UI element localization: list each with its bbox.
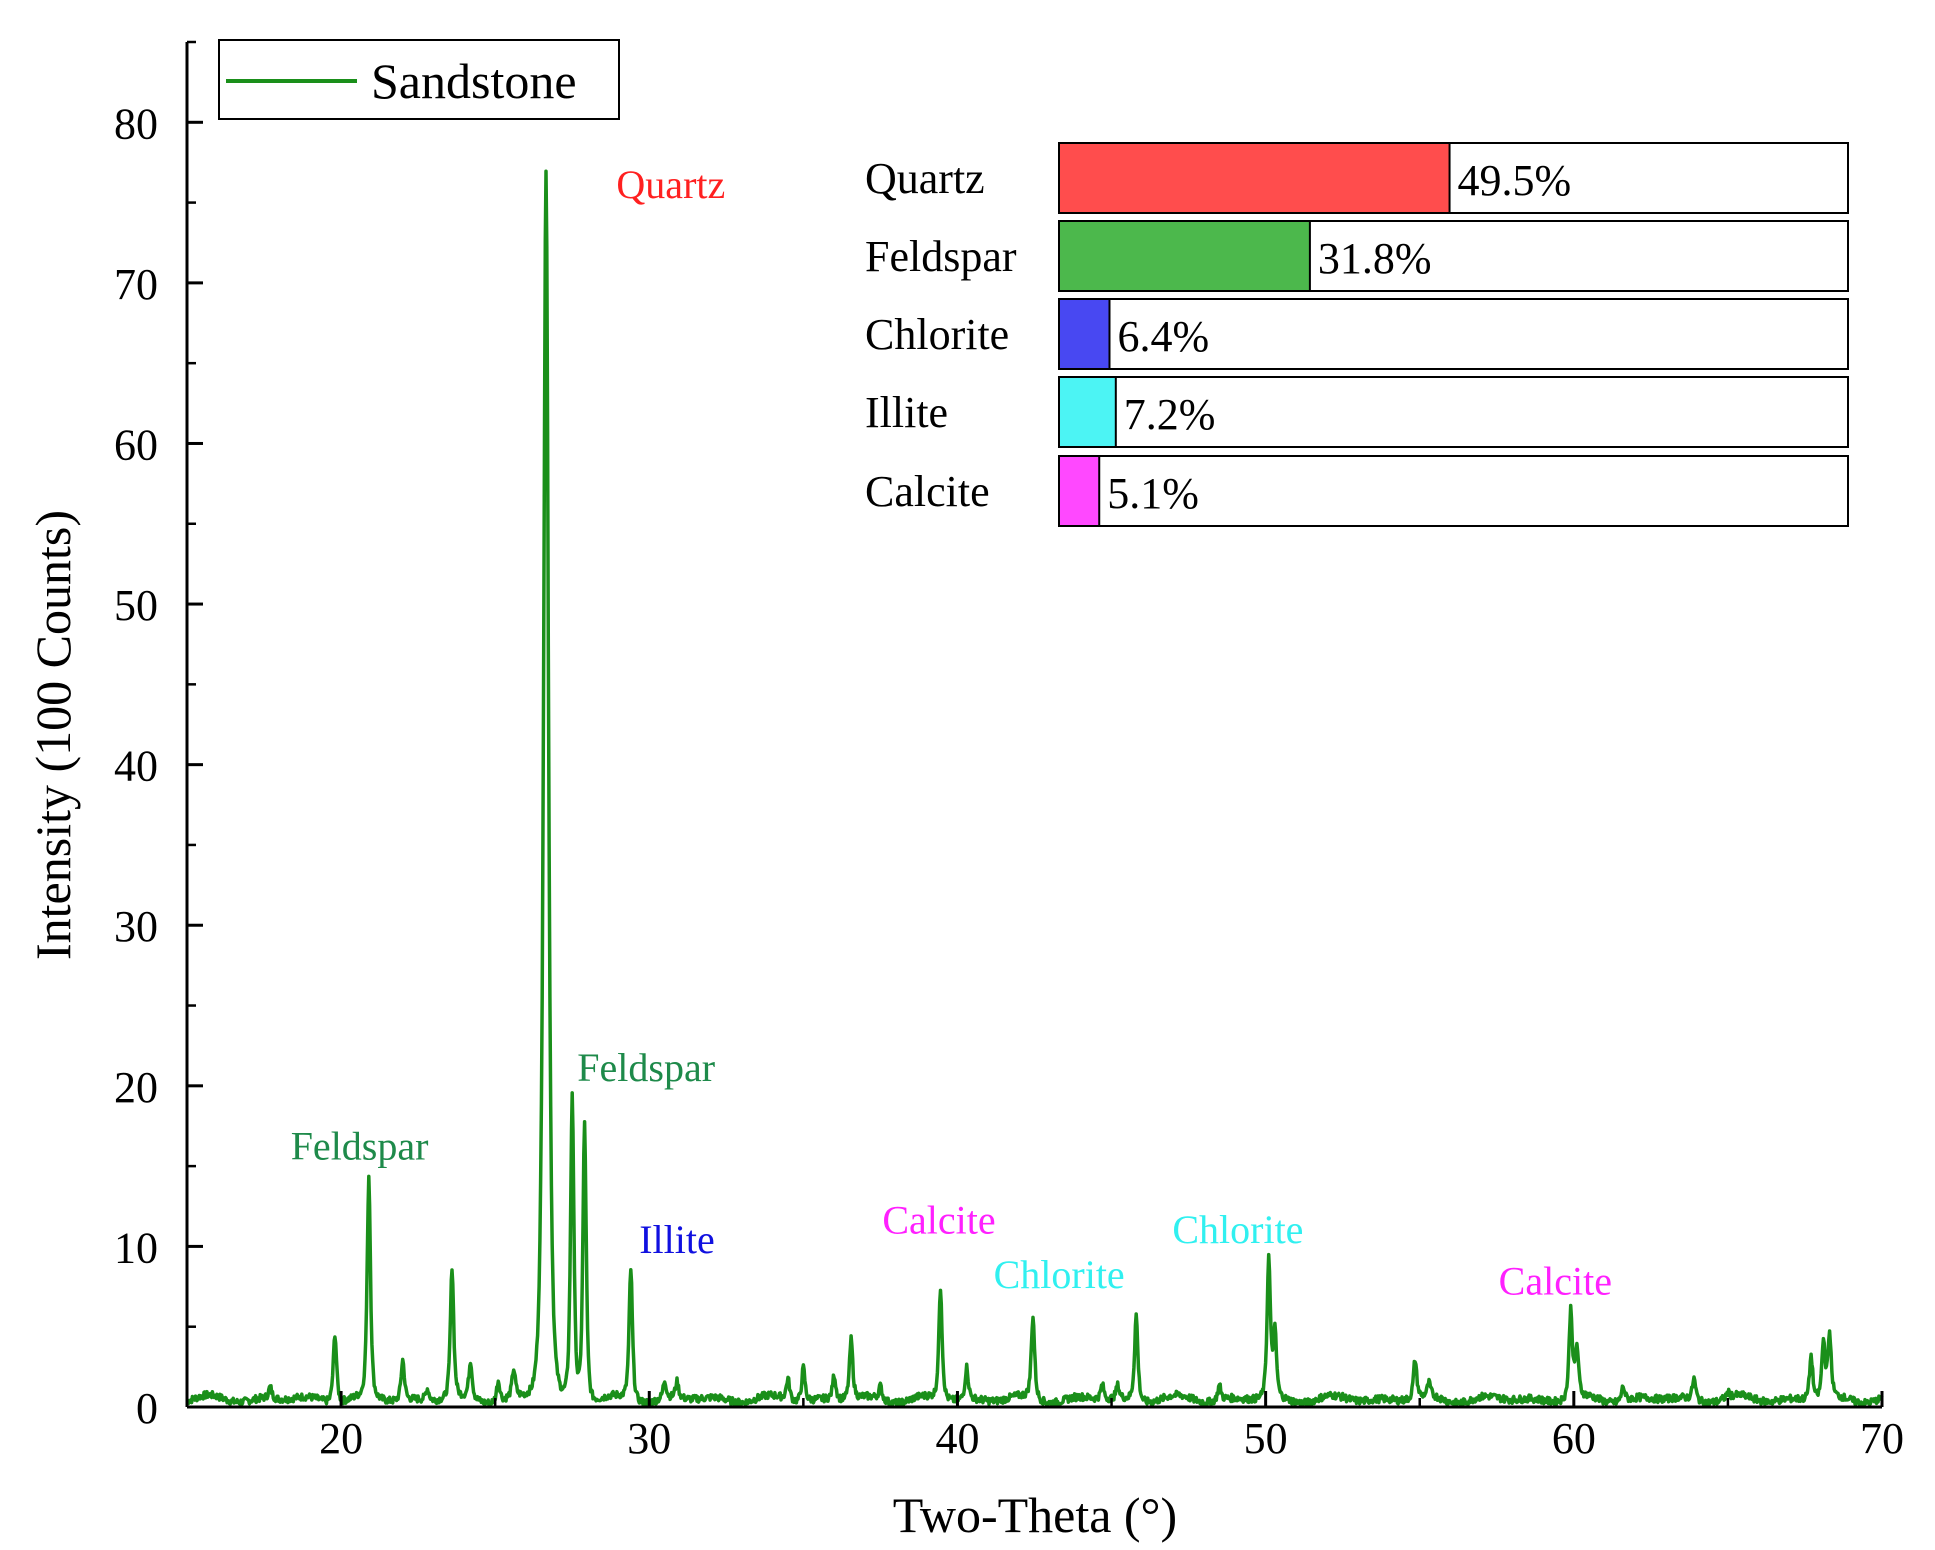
composition-track-chlorite xyxy=(1058,298,1849,370)
y-tick-label: 40 xyxy=(114,742,158,791)
composition-value-illite: 7.2% xyxy=(1124,390,1216,439)
composition-track-illite xyxy=(1058,376,1849,448)
composition-label-feldspar: Feldspar xyxy=(865,232,1017,281)
y-axis-ticks: 0 10 20 30 40 50 60 70 80 xyxy=(114,40,203,1433)
y-tick-label: 50 xyxy=(114,581,158,630)
composition-label-calcite: Calcite xyxy=(865,467,990,516)
composition-label-chlorite: Chlorite xyxy=(865,310,1009,359)
composition-bar-feldspar xyxy=(1058,220,1311,292)
composition-label-illite: Illite xyxy=(865,388,948,437)
x-tick-label: 30 xyxy=(627,1414,671,1463)
y-tick-label: 70 xyxy=(114,260,158,309)
peak-label-feldspar: Feldspar xyxy=(291,1124,429,1169)
peak-label-calcite: Calcite xyxy=(882,1198,995,1243)
x-tick-label: 50 xyxy=(1244,1414,1288,1463)
peak-label-calcite: Calcite xyxy=(1499,1259,1612,1304)
y-tick-label: 0 xyxy=(136,1384,158,1433)
peak-label-chlorite: Chlorite xyxy=(994,1252,1125,1297)
x-axis-ticks: 20 30 40 50 60 70 xyxy=(185,1391,1904,1463)
peak-label-quartz: Quartz xyxy=(616,162,725,207)
peak-label-illite: Illite xyxy=(639,1217,715,1262)
y-tick-label: 80 xyxy=(114,99,158,148)
composition-bar-calcite xyxy=(1058,455,1101,527)
legend-label-sandstone: Sandstone xyxy=(371,53,577,109)
sandstone-series-line xyxy=(185,169,1884,1408)
peak-annotations: Quartz Feldspar Feldspar Illite Calcite Chlor… xyxy=(291,162,1612,1304)
peak-label-feldspar: Feldspar xyxy=(577,1045,715,1090)
composition-value-feldspar: 31.8% xyxy=(1318,234,1432,283)
legend: Sandstone xyxy=(218,39,620,120)
x-tick-label: 60 xyxy=(1552,1414,1596,1463)
x-axis-label: Two-Theta (°) xyxy=(893,1487,1177,1543)
x-tick-label: 70 xyxy=(1860,1414,1904,1463)
x-tick-label: 40 xyxy=(935,1414,979,1463)
y-tick-label: 60 xyxy=(114,420,158,469)
y-tick-label: 10 xyxy=(114,1223,158,1272)
y-axis-label: Intensity (100 Counts) xyxy=(25,510,81,960)
y-tick-label: 20 xyxy=(114,1063,158,1112)
composition-inset-chart: Quartz 49.5% Feldspar 31.8% Chlorite 6.4% Illi… xyxy=(865,142,1849,527)
composition-bar-quartz xyxy=(1058,142,1451,214)
peak-label-chlorite: Chlorite xyxy=(1172,1207,1303,1252)
composition-bar-chlorite xyxy=(1058,298,1111,370)
x-tick-label: 20 xyxy=(319,1414,363,1463)
composition-label-quartz: Quartz xyxy=(865,154,985,203)
composition-value-calcite: 5.1% xyxy=(1107,469,1199,518)
composition-bar-illite xyxy=(1058,376,1117,448)
y-tick-label: 30 xyxy=(114,902,158,951)
composition-track-calcite xyxy=(1058,455,1849,527)
composition-value-quartz: 49.5% xyxy=(1458,156,1572,205)
composition-value-chlorite: 6.4% xyxy=(1117,312,1209,361)
